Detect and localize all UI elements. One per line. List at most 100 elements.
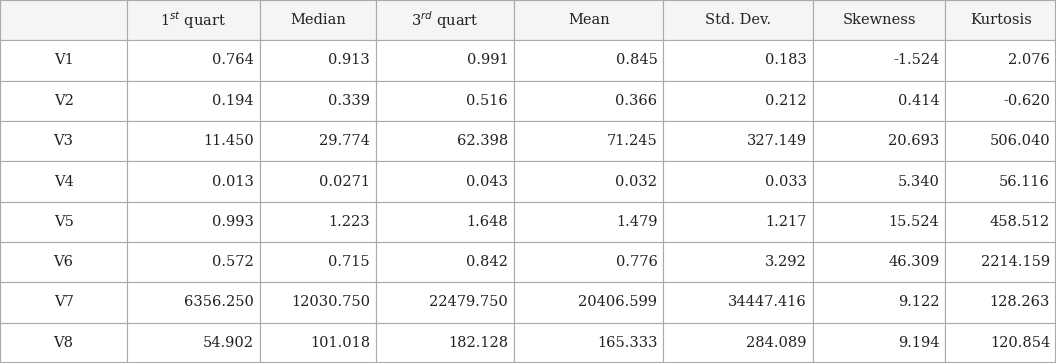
Bar — [945, 0, 1056, 40]
Text: 46.309: 46.309 — [888, 255, 940, 269]
Text: 0.0271: 0.0271 — [319, 175, 370, 188]
Text: Mean: Mean — [568, 13, 609, 27]
Text: 20406.599: 20406.599 — [579, 295, 658, 310]
Bar — [127, 323, 260, 363]
Text: 120.854: 120.854 — [989, 336, 1050, 350]
Text: 0.993: 0.993 — [212, 215, 253, 229]
Text: 1.479: 1.479 — [616, 215, 658, 229]
Bar — [663, 161, 813, 202]
Text: 1.217: 1.217 — [766, 215, 807, 229]
Bar — [0, 0, 127, 40]
Text: 12030.750: 12030.750 — [291, 295, 370, 310]
Bar — [813, 282, 945, 323]
Text: V8: V8 — [54, 336, 74, 350]
Text: 3.292: 3.292 — [765, 255, 807, 269]
Bar — [0, 282, 127, 323]
Text: 458.512: 458.512 — [989, 215, 1050, 229]
Bar — [813, 323, 945, 363]
Text: V6: V6 — [54, 255, 74, 269]
Bar — [260, 121, 376, 161]
Bar — [376, 323, 514, 363]
Text: 0.913: 0.913 — [328, 53, 370, 68]
Bar — [945, 323, 1056, 363]
Text: 62.398: 62.398 — [457, 134, 508, 148]
Bar — [376, 282, 514, 323]
Text: 2214.159: 2214.159 — [981, 255, 1050, 269]
Text: V4: V4 — [54, 175, 74, 188]
Bar — [945, 81, 1056, 121]
Bar — [514, 323, 663, 363]
Text: -0.620: -0.620 — [1003, 94, 1050, 108]
Bar — [127, 121, 260, 161]
Text: 71.245: 71.245 — [607, 134, 658, 148]
Text: 0.572: 0.572 — [212, 255, 253, 269]
Text: 506.040: 506.040 — [989, 134, 1050, 148]
Bar — [514, 161, 663, 202]
Bar — [514, 0, 663, 40]
Bar — [127, 161, 260, 202]
Bar — [127, 202, 260, 242]
Bar — [514, 121, 663, 161]
Text: 20.693: 20.693 — [888, 134, 940, 148]
Bar — [376, 81, 514, 121]
Bar — [0, 242, 127, 282]
Text: 3$^{rd}$ quart: 3$^{rd}$ quart — [412, 9, 478, 31]
Text: 0.764: 0.764 — [212, 53, 253, 68]
Text: 0.715: 0.715 — [328, 255, 370, 269]
Bar — [663, 323, 813, 363]
Text: 54.902: 54.902 — [203, 336, 253, 350]
Bar — [0, 40, 127, 81]
Bar — [376, 242, 514, 282]
Bar — [813, 40, 945, 81]
Bar — [376, 40, 514, 81]
Text: 1$^{st}$ quart: 1$^{st}$ quart — [161, 9, 227, 31]
Text: 6356.250: 6356.250 — [184, 295, 253, 310]
Bar — [663, 0, 813, 40]
Bar — [514, 202, 663, 242]
Bar — [663, 202, 813, 242]
Text: 0.033: 0.033 — [765, 175, 807, 188]
Text: 0.212: 0.212 — [766, 94, 807, 108]
Text: 15.524: 15.524 — [889, 215, 940, 229]
Text: 165.333: 165.333 — [597, 336, 658, 350]
Text: 0.414: 0.414 — [898, 94, 940, 108]
Bar — [260, 161, 376, 202]
Bar — [663, 81, 813, 121]
Bar — [260, 242, 376, 282]
Text: V3: V3 — [54, 134, 74, 148]
Text: V7: V7 — [54, 295, 74, 310]
Bar — [663, 242, 813, 282]
Bar — [127, 81, 260, 121]
Bar — [260, 0, 376, 40]
Bar — [127, 0, 260, 40]
Text: Skewness: Skewness — [843, 13, 916, 27]
Bar — [0, 161, 127, 202]
Text: 0.842: 0.842 — [467, 255, 508, 269]
Text: 0.032: 0.032 — [616, 175, 658, 188]
Bar — [813, 81, 945, 121]
Text: 128.263: 128.263 — [989, 295, 1050, 310]
Bar — [260, 40, 376, 81]
Bar — [376, 202, 514, 242]
Bar — [813, 0, 945, 40]
Text: 1.223: 1.223 — [328, 215, 370, 229]
Text: V1: V1 — [54, 53, 74, 68]
Bar — [813, 202, 945, 242]
Text: 34447.416: 34447.416 — [728, 295, 807, 310]
Bar — [0, 121, 127, 161]
Bar — [813, 242, 945, 282]
Text: 56.116: 56.116 — [999, 175, 1050, 188]
Bar — [260, 282, 376, 323]
Bar — [376, 0, 514, 40]
Text: 327.149: 327.149 — [747, 134, 807, 148]
Bar — [260, 323, 376, 363]
Bar — [945, 161, 1056, 202]
Bar — [514, 242, 663, 282]
Bar — [376, 121, 514, 161]
Text: 0.845: 0.845 — [616, 53, 658, 68]
Bar — [514, 40, 663, 81]
Text: 5.340: 5.340 — [898, 175, 940, 188]
Bar — [813, 161, 945, 202]
Bar — [127, 282, 260, 323]
Text: Kurtosis: Kurtosis — [969, 13, 1032, 27]
